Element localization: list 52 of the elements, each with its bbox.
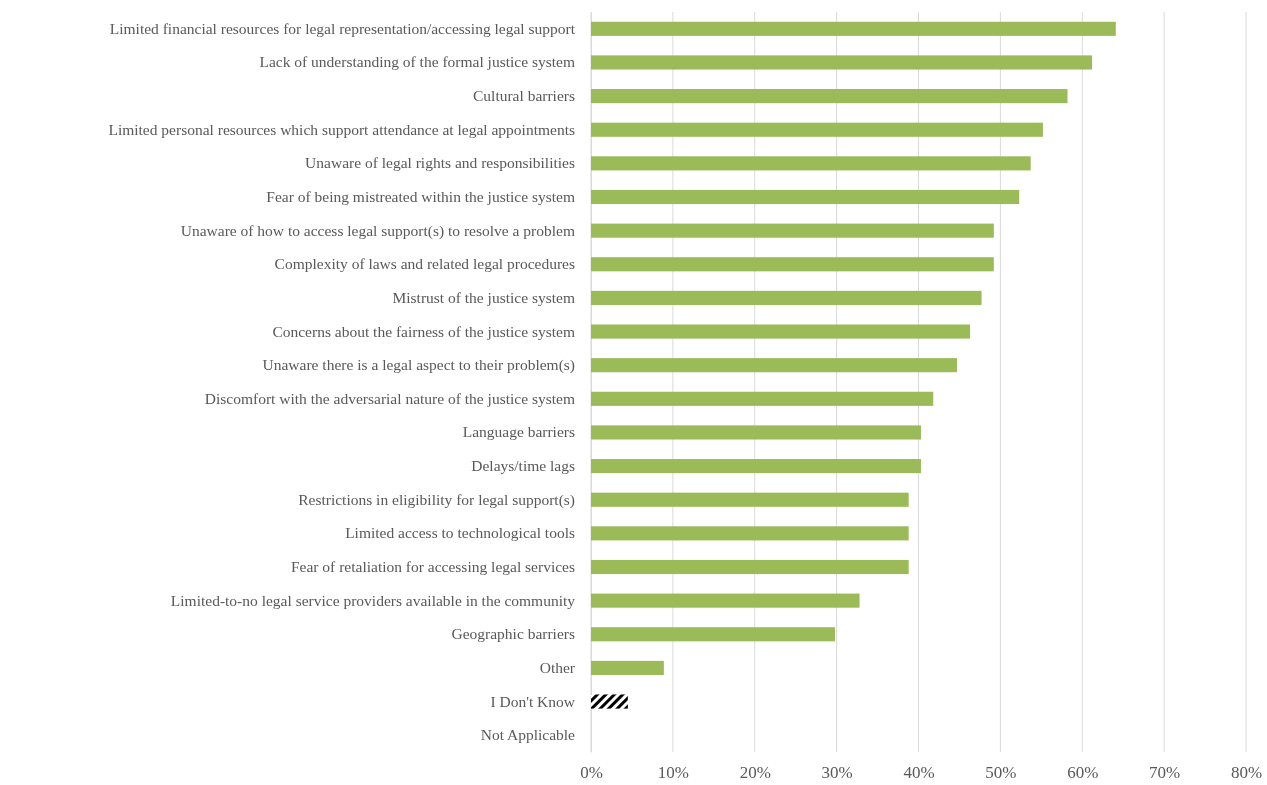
x-tick-label: 70% [1149, 763, 1181, 783]
y-tick-label: Unaware of legal rights and responsibilities [305, 154, 575, 172]
y-tick-label: Delays/time lags [471, 457, 575, 475]
y-tick-label: Geographic barriers [451, 625, 575, 643]
y-tick-label: Unaware of how to access legal support(s) to resolve a problem [180, 221, 575, 240]
y-tick-label: Fear of retaliation for accessing legal services [290, 557, 575, 575]
bar [591, 593, 860, 608]
x-tick-label: 40% [903, 763, 935, 783]
bar [591, 324, 971, 339]
bar [591, 492, 909, 507]
y-tick-label: Mistrust of the justice system [392, 288, 575, 306]
y-tick-label: Fear of being mistreated within the justice system [266, 187, 575, 205]
y-tick-label: Lack of understanding of the formal justice system [259, 53, 575, 71]
y-tick-label: Limited financial resources for legal representation/accessing legal support [109, 19, 576, 37]
bar [591, 694, 628, 709]
bar [591, 391, 934, 406]
y-tick-label: Limited personal resources which support attendance at legal appointments [108, 120, 575, 138]
y-tick-label: Limited access to technological tools [345, 524, 575, 542]
bar [591, 459, 921, 474]
y-tick-label: Other [539, 658, 576, 676]
bar [591, 526, 909, 541]
y-tick-label: Not Applicable [480, 726, 576, 744]
bar [591, 257, 994, 272]
bar [591, 425, 921, 440]
y-tick-label: Limited-to-no legal service providers available in the community [170, 591, 576, 609]
y-tick-label: I Don't Know [490, 692, 576, 710]
y-tick-label: Unaware there is a legal aspect to their problem(s) [262, 356, 575, 375]
bar [591, 156, 1031, 171]
bar [591, 21, 1116, 36]
bar [591, 660, 664, 675]
bar [591, 223, 994, 238]
y-tick-label: Concerns about the fairness of the justice system [272, 322, 575, 340]
y-tick-label: Language barriers [462, 423, 575, 441]
x-tick-label: 0% [580, 763, 603, 783]
x-tick-label: 80% [1230, 763, 1263, 783]
x-tick-label: 50% [985, 763, 1017, 783]
y-tick-label: Complexity of laws and related legal procedures [274, 255, 575, 273]
bar [591, 55, 1093, 70]
x-tick-label: 60% [1067, 763, 1099, 783]
bar [591, 358, 957, 373]
bar [591, 89, 1068, 104]
x-tick-label: 10% [657, 763, 689, 783]
x-tick-label: 30% [821, 763, 853, 783]
y-tick-label: Cultural barriers [472, 87, 575, 105]
bar [591, 290, 982, 305]
bar [591, 559, 909, 575]
bar [591, 122, 1043, 137]
bar [591, 627, 835, 642]
bar [591, 189, 1020, 205]
x-tick-label: 20% [739, 763, 771, 783]
y-tick-label: Discomfort with the adversarial nature of the justice system [204, 389, 575, 407]
y-tick-label: Restrictions in eligibility for legal support(s) [298, 490, 575, 509]
